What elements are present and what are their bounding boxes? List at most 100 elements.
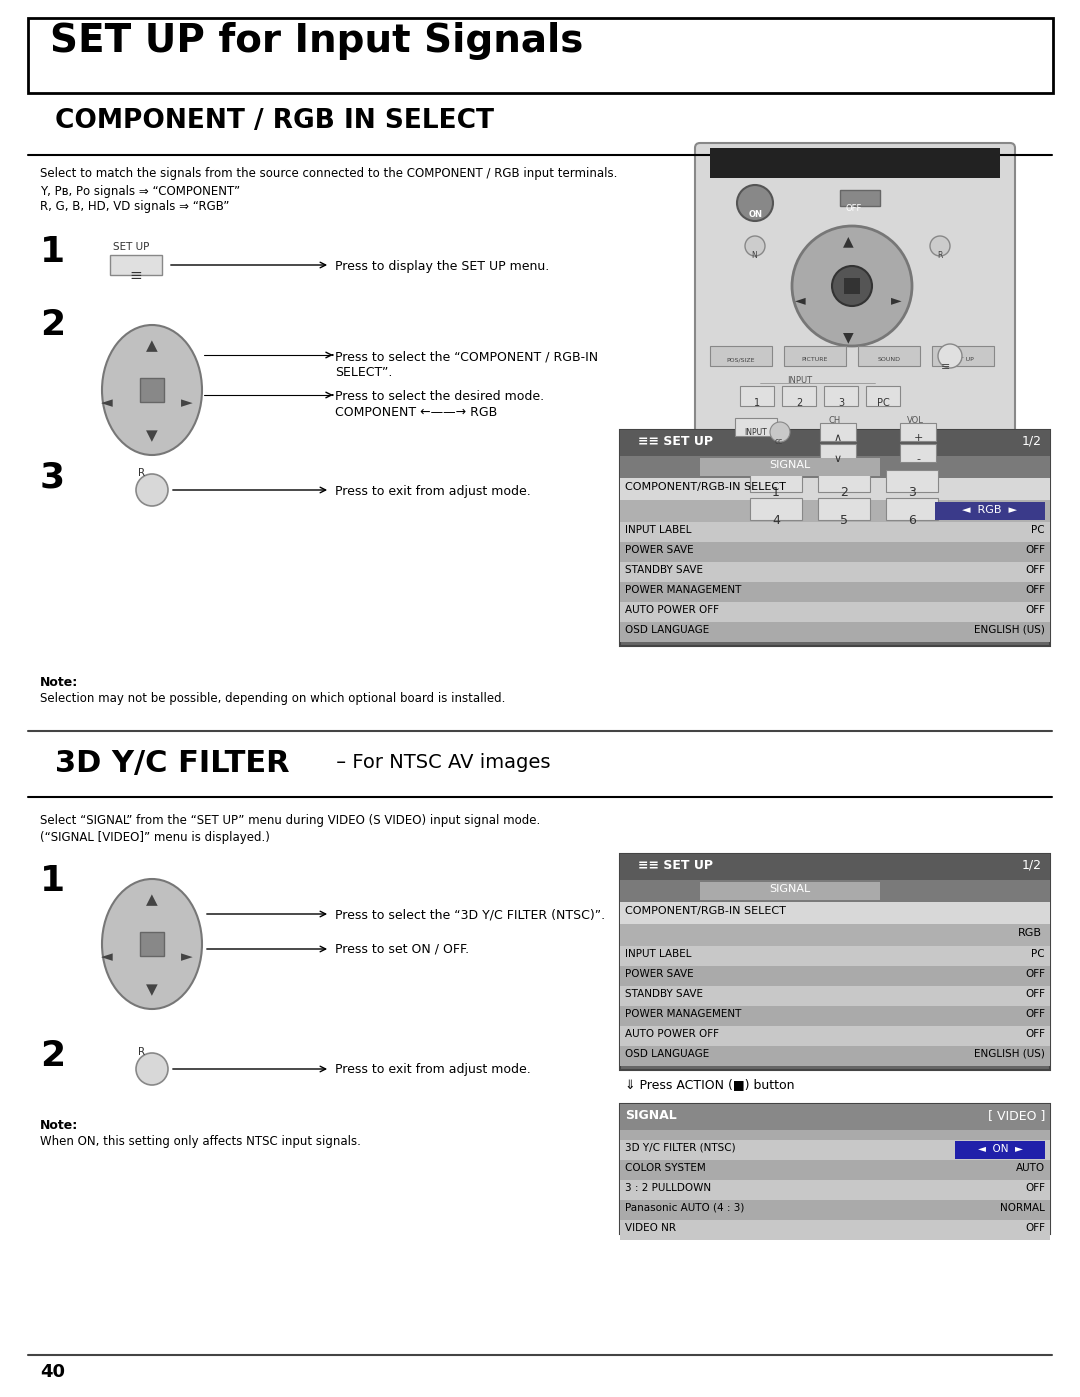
- Text: ▼: ▼: [146, 427, 158, 443]
- Text: AUTO: AUTO: [1016, 1162, 1045, 1173]
- Text: ON: ON: [750, 210, 762, 219]
- Text: INPUT: INPUT: [744, 427, 768, 437]
- Bar: [700, 882, 880, 900]
- Bar: [620, 986, 1050, 1006]
- Text: POWER MANAGEMENT: POWER MANAGEMENT: [625, 585, 741, 595]
- Text: COMPONENT/RGB-IN SELECT: COMPONENT/RGB-IN SELECT: [625, 482, 786, 492]
- Text: OFF: OFF: [1025, 545, 1045, 555]
- Bar: [28, 18, 1053, 94]
- Text: Press to exit from adjust mode.: Press to exit from adjust mode.: [335, 1063, 530, 1076]
- Bar: [620, 1104, 1050, 1234]
- FancyBboxPatch shape: [696, 142, 1015, 483]
- Text: VOL: VOL: [906, 416, 923, 425]
- Text: PC: PC: [1031, 949, 1045, 958]
- Bar: [620, 854, 1050, 880]
- Text: Press to set ON / OFF.: Press to set ON / OFF.: [335, 943, 469, 956]
- Bar: [735, 418, 777, 436]
- Text: SET UP: SET UP: [953, 358, 974, 362]
- Text: SELECT”.: SELECT”.: [335, 366, 392, 379]
- Bar: [620, 1180, 1050, 1200]
- Text: 2: 2: [840, 486, 848, 499]
- Bar: [932, 346, 994, 366]
- Circle shape: [939, 344, 962, 367]
- Bar: [843, 278, 860, 293]
- Bar: [620, 602, 1050, 622]
- Circle shape: [770, 422, 789, 441]
- Bar: [886, 497, 939, 520]
- Bar: [620, 1140, 1050, 1160]
- Bar: [886, 469, 939, 492]
- Text: Press to select the “COMPONENT / RGB-IN: Press to select the “COMPONENT / RGB-IN: [335, 351, 598, 363]
- Text: COMPONENT / RGB IN SELECT: COMPONENT / RGB IN SELECT: [55, 108, 494, 134]
- Text: 6: 6: [908, 514, 916, 527]
- Text: POS/SIZE: POS/SIZE: [727, 358, 755, 362]
- Text: ≡: ≡: [942, 362, 950, 372]
- Text: ▲: ▲: [146, 893, 158, 907]
- Text: – For NTSC AV images: – For NTSC AV images: [330, 753, 551, 773]
- Text: COMPONENT/RGB-IN SELECT: COMPONENT/RGB-IN SELECT: [625, 907, 786, 916]
- Bar: [620, 1200, 1050, 1220]
- Text: 2: 2: [40, 307, 65, 342]
- Text: POWER SAVE: POWER SAVE: [625, 970, 693, 979]
- Bar: [840, 190, 880, 205]
- Text: Press to select the “3D Y/C FILTER (NTSC)”.: Press to select the “3D Y/C FILTER (NTSC…: [335, 908, 605, 921]
- Bar: [740, 386, 774, 407]
- Ellipse shape: [102, 326, 202, 455]
- Text: ENGLISH (US): ENGLISH (US): [974, 624, 1045, 636]
- Bar: [900, 444, 936, 462]
- Bar: [620, 522, 1050, 542]
- Text: (“SIGNAL [VIDEO]” menu is displayed.): (“SIGNAL [VIDEO]” menu is displayed.): [40, 831, 270, 844]
- Bar: [620, 1006, 1050, 1025]
- Text: Press to exit from adjust mode.: Press to exit from adjust mode.: [335, 485, 530, 497]
- Text: OFF: OFF: [1025, 1009, 1045, 1018]
- Bar: [620, 880, 1050, 902]
- Bar: [710, 346, 772, 366]
- Circle shape: [136, 1053, 168, 1085]
- Text: 3: 3: [40, 460, 65, 495]
- Bar: [620, 542, 1050, 562]
- Text: COLOR SYSTEM: COLOR SYSTEM: [625, 1162, 705, 1173]
- Text: 1: 1: [40, 863, 65, 898]
- Text: PICTURE: PICTURE: [801, 358, 828, 362]
- Text: OFF: OFF: [845, 204, 862, 212]
- Text: 3 : 2 PULLDOWN: 3 : 2 PULLDOWN: [625, 1183, 711, 1193]
- Bar: [620, 923, 1050, 946]
- Text: OFF: OFF: [1025, 564, 1045, 576]
- Text: INPUT: INPUT: [787, 376, 812, 386]
- Text: 1/2: 1/2: [1022, 434, 1042, 448]
- Text: PC: PC: [1031, 525, 1045, 535]
- Text: OFF: OFF: [1025, 989, 1045, 999]
- Bar: [710, 148, 1000, 177]
- Text: ◄: ◄: [102, 395, 113, 409]
- Bar: [820, 423, 856, 441]
- Circle shape: [136, 474, 168, 506]
- Text: PC: PC: [877, 398, 889, 408]
- Text: ▼: ▼: [842, 330, 853, 344]
- Text: 1: 1: [754, 398, 760, 408]
- Text: 3: 3: [908, 486, 916, 499]
- Bar: [620, 500, 1050, 522]
- Text: INPUT LABEL: INPUT LABEL: [625, 949, 691, 958]
- Text: SIGNAL: SIGNAL: [769, 460, 811, 469]
- Bar: [818, 497, 870, 520]
- Text: 1: 1: [772, 486, 780, 499]
- Text: CH: CH: [828, 416, 841, 425]
- Bar: [620, 965, 1050, 986]
- Bar: [858, 346, 920, 366]
- Text: NORMAL: NORMAL: [1000, 1203, 1045, 1213]
- Text: R, G, B, HD, VD signals ⇒ “RGB”: R, G, B, HD, VD signals ⇒ “RGB”: [40, 200, 229, 212]
- Circle shape: [745, 236, 765, 256]
- Bar: [620, 1046, 1050, 1066]
- Text: R: R: [138, 1046, 145, 1058]
- Bar: [935, 502, 1045, 520]
- Circle shape: [792, 226, 912, 346]
- Bar: [620, 430, 1050, 455]
- Text: cc: cc: [775, 437, 783, 446]
- Bar: [824, 386, 858, 407]
- Text: 3D Y/C FILTER (NTSC): 3D Y/C FILTER (NTSC): [625, 1143, 735, 1153]
- Text: ►: ►: [181, 395, 193, 409]
- Text: ∧: ∧: [834, 433, 842, 443]
- Bar: [620, 430, 1050, 645]
- Bar: [750, 497, 802, 520]
- Text: POWER MANAGEMENT: POWER MANAGEMENT: [625, 1009, 741, 1018]
